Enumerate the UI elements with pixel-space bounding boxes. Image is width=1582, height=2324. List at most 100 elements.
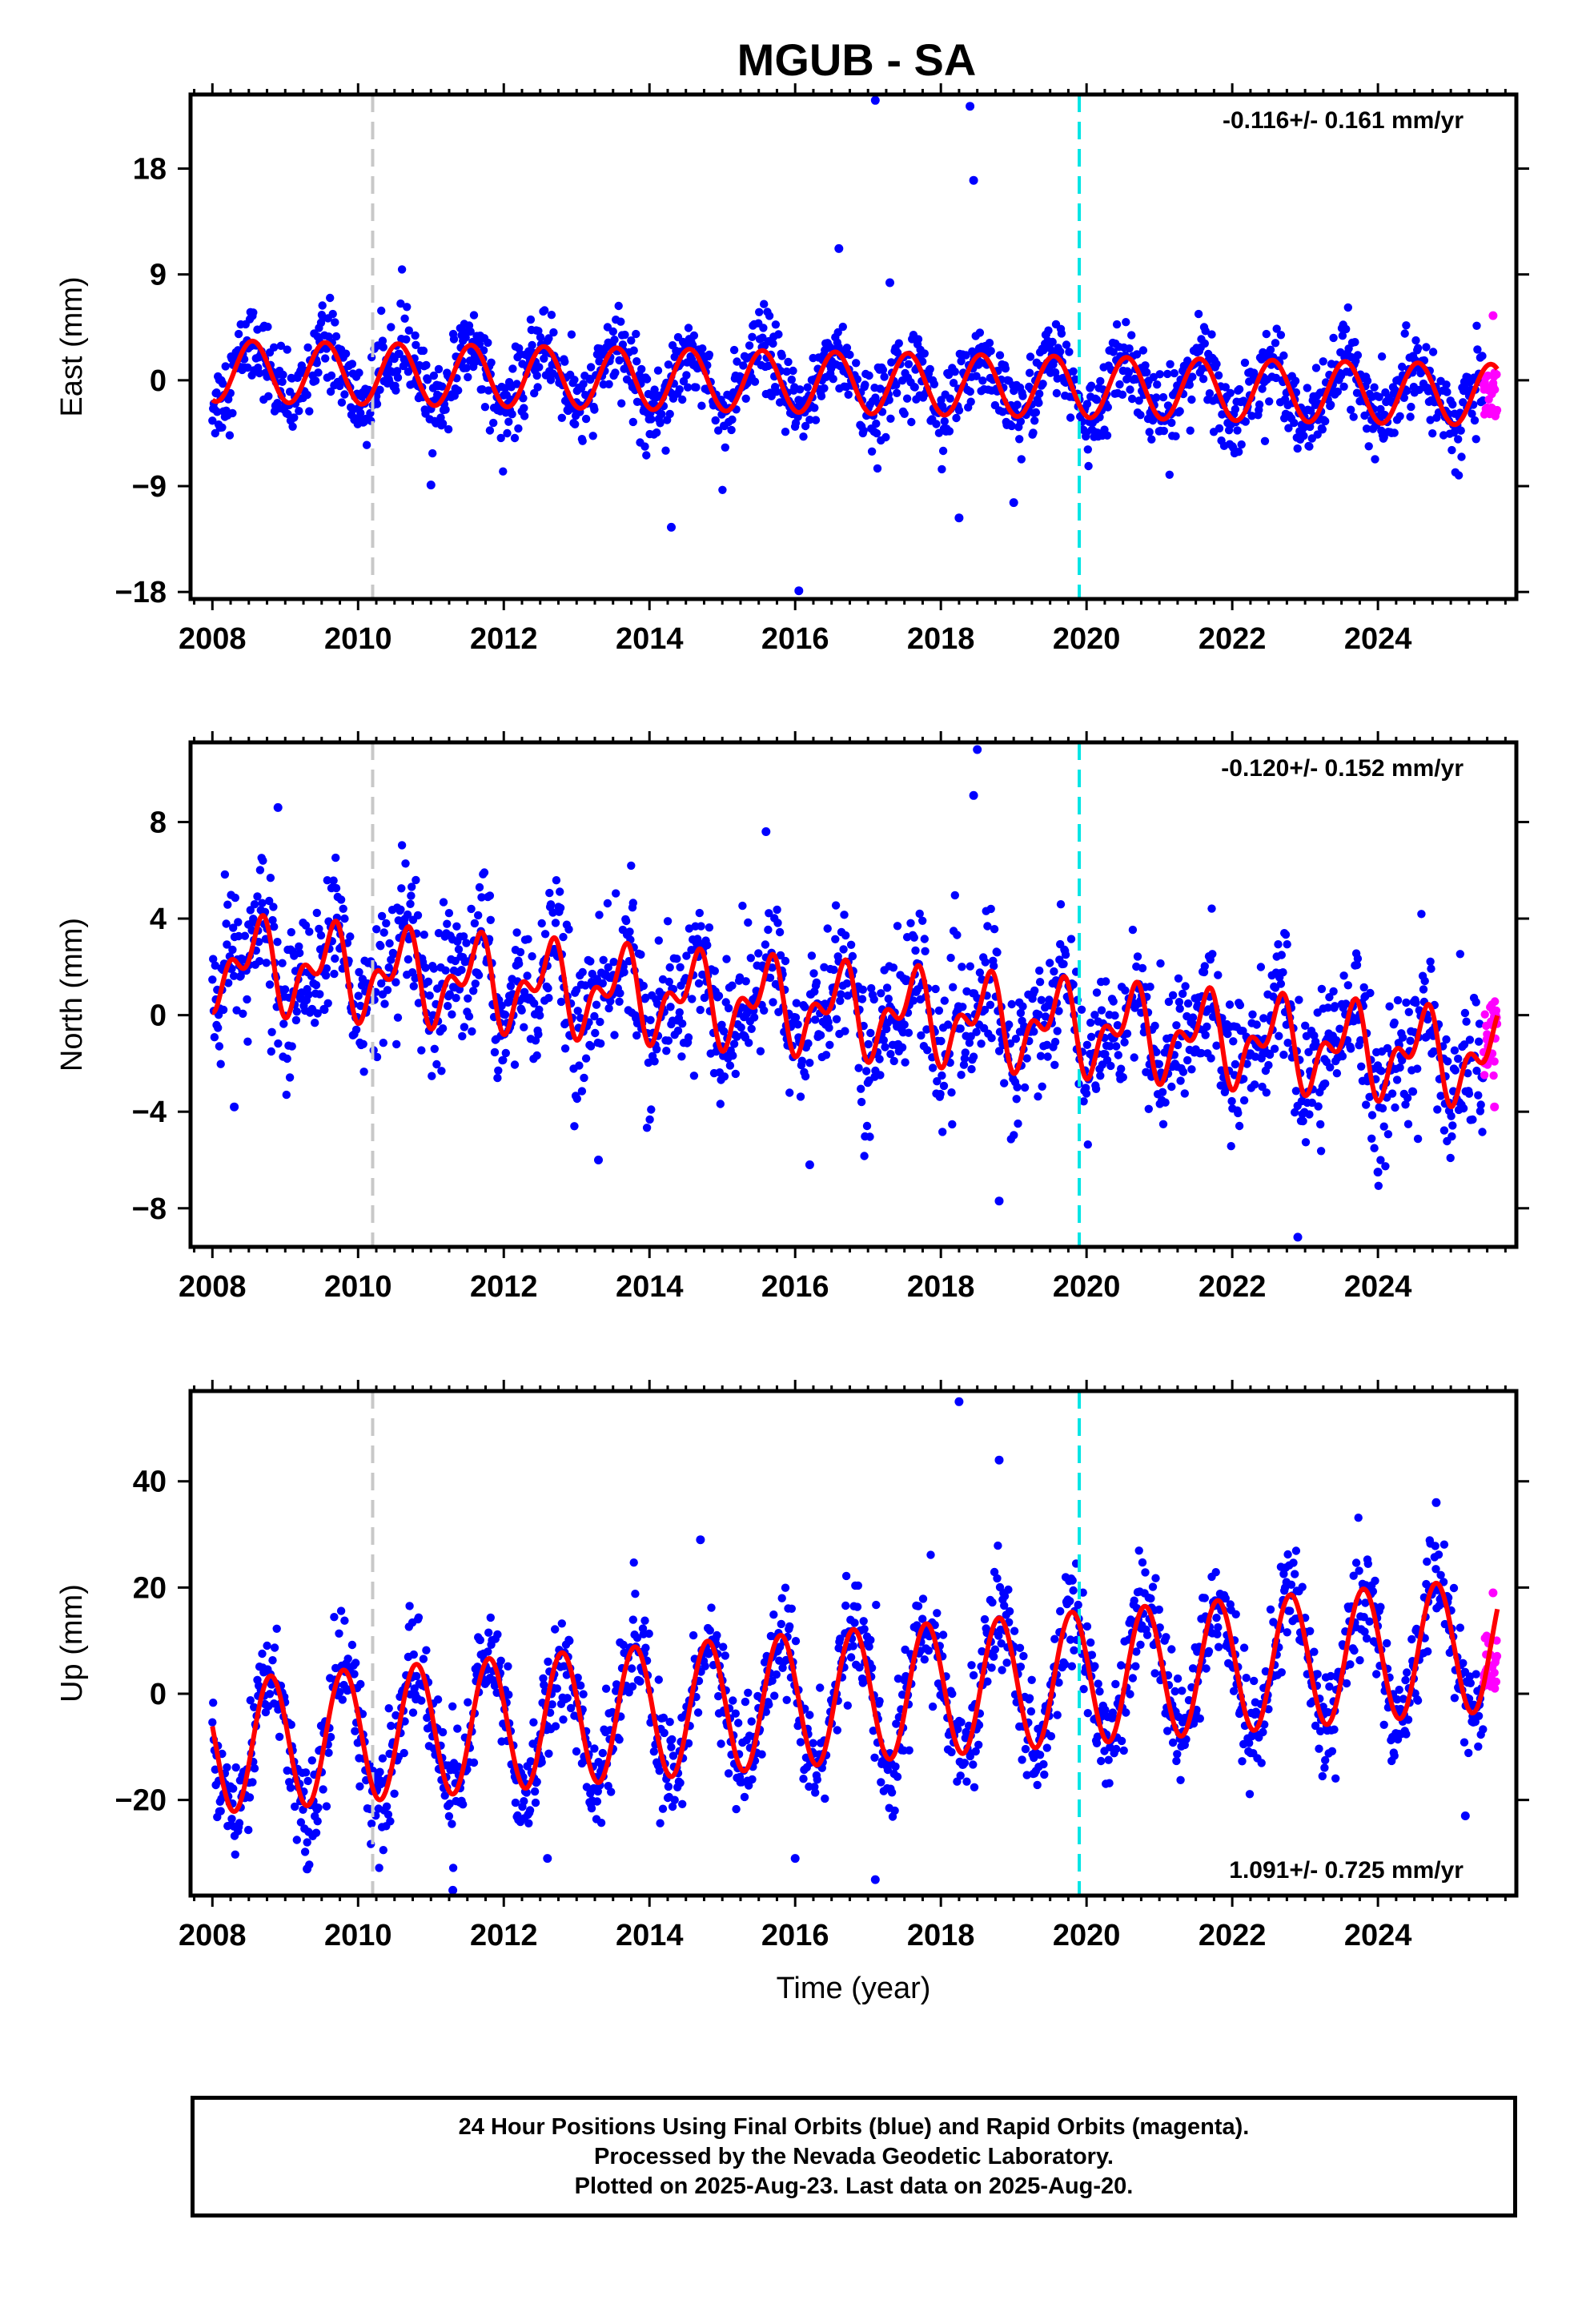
final-point-outlier — [594, 1156, 603, 1164]
y-tick-label: 8 — [150, 806, 167, 839]
final-point — [1132, 350, 1142, 359]
final-point — [445, 1799, 454, 1808]
final-point — [414, 999, 424, 1007]
final-point — [1054, 1678, 1063, 1687]
final-point — [595, 357, 604, 366]
final-point — [872, 1600, 881, 1610]
final-point — [1013, 1083, 1022, 1092]
final-point — [654, 936, 663, 945]
final-point — [444, 424, 453, 434]
final-point — [843, 1701, 853, 1710]
final-point — [855, 1663, 864, 1672]
final-point — [285, 1073, 295, 1082]
final-point — [1082, 400, 1092, 408]
final-point — [323, 876, 331, 885]
final-point — [911, 946, 920, 955]
final-point — [870, 1753, 879, 1762]
final-point — [1017, 455, 1026, 464]
y-tick-label: −9 — [132, 470, 167, 504]
final-point — [969, 1671, 978, 1680]
final-point — [524, 935, 532, 944]
final-point — [904, 360, 913, 368]
final-point — [1395, 412, 1404, 420]
final-point — [1235, 448, 1243, 456]
final-point — [409, 982, 418, 991]
final-point — [1042, 1743, 1052, 1752]
final-point — [545, 1708, 555, 1717]
final-point — [1046, 959, 1054, 967]
final-point — [525, 1806, 535, 1815]
final-point — [327, 371, 336, 380]
final-point — [534, 327, 543, 336]
final-point — [1101, 1706, 1110, 1715]
final-point — [1136, 411, 1145, 420]
final-point — [211, 1765, 219, 1774]
y-tick-label: 0 — [150, 999, 167, 1033]
final-point — [287, 1042, 296, 1051]
final-point — [1391, 1103, 1399, 1112]
final-point — [1043, 1052, 1052, 1061]
final-point — [1059, 959, 1068, 969]
final-point — [1175, 1004, 1184, 1013]
final-point — [1082, 1040, 1092, 1050]
final-point — [1026, 1707, 1036, 1716]
final-point — [469, 1758, 479, 1767]
final-point — [804, 1039, 813, 1048]
final-point — [1029, 428, 1038, 437]
final-point — [228, 408, 237, 418]
final-point — [1225, 1000, 1235, 1009]
final-point — [596, 1017, 604, 1027]
final-point — [1464, 1069, 1472, 1078]
final-point — [1474, 1091, 1483, 1100]
final-point — [684, 1739, 693, 1748]
final-point — [673, 1026, 683, 1035]
final-point — [300, 1848, 310, 1856]
final-point — [320, 1005, 329, 1015]
final-point — [969, 1052, 978, 1061]
final-point — [881, 432, 890, 442]
final-point — [803, 383, 812, 392]
final-point — [1472, 998, 1480, 1007]
final-point — [693, 1708, 703, 1717]
final-point — [383, 986, 392, 995]
final-point — [504, 417, 513, 426]
final-point — [1279, 351, 1288, 360]
final-point — [642, 1124, 652, 1132]
final-point — [387, 323, 396, 332]
final-point — [322, 1802, 331, 1811]
final-point — [311, 1019, 319, 1027]
final-point — [714, 426, 723, 435]
final-point — [1015, 1643, 1025, 1652]
rapid-point — [1490, 1057, 1499, 1066]
final-point — [280, 985, 290, 994]
final-point — [1018, 392, 1027, 400]
final-point — [938, 464, 946, 474]
final-point — [210, 1033, 219, 1042]
final-point — [1221, 383, 1231, 392]
final-point — [1078, 1588, 1087, 1597]
final-point — [812, 978, 821, 987]
final-point — [419, 1655, 428, 1663]
final-point — [1207, 330, 1216, 339]
final-point — [1462, 1017, 1471, 1026]
final-point — [678, 1019, 687, 1028]
final-point — [409, 1650, 418, 1659]
final-point — [1062, 340, 1071, 349]
final-point — [628, 1615, 637, 1624]
final-point — [448, 1864, 458, 1872]
final-point — [474, 911, 483, 920]
final-point — [393, 1013, 403, 1022]
final-point — [902, 394, 912, 403]
final-point — [885, 396, 893, 404]
final-point — [417, 1696, 426, 1705]
final-point — [557, 413, 566, 422]
final-point — [745, 341, 754, 350]
final-point — [1442, 1035, 1451, 1044]
final-point — [920, 1655, 930, 1664]
final-point — [377, 979, 386, 988]
final-point — [1095, 1687, 1104, 1696]
final-point — [782, 367, 791, 376]
final-point — [516, 947, 525, 957]
final-point — [860, 1152, 869, 1160]
final-point — [1449, 428, 1459, 437]
